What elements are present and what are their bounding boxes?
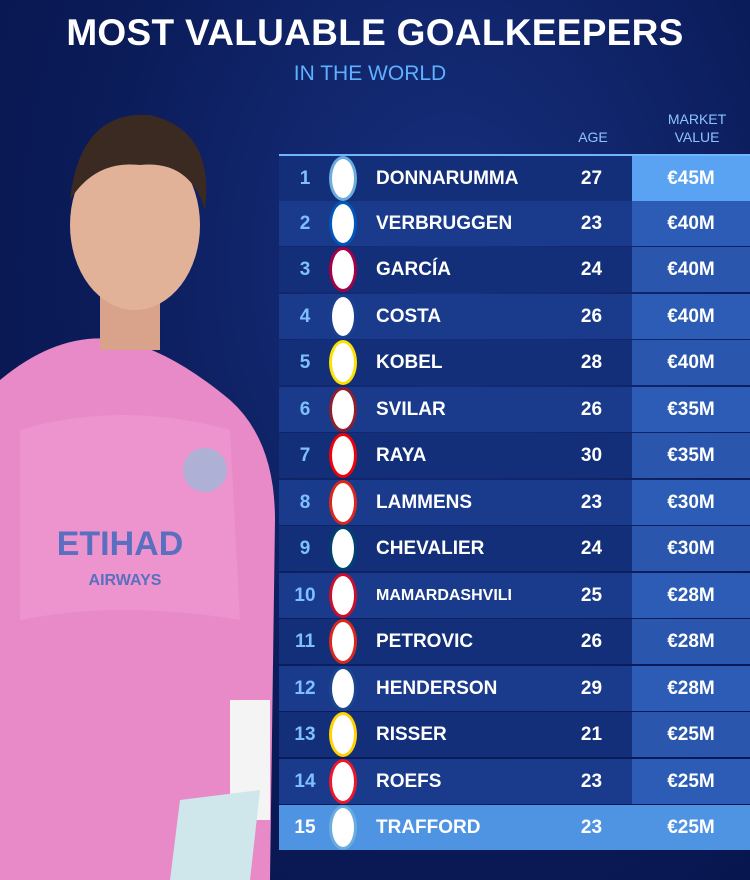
- age: 23: [580, 770, 603, 792]
- age: 26: [580, 305, 603, 327]
- table-row: 7 RAYA 30 €35M: [279, 433, 750, 478]
- table-row: 11 PETROVIC 26 €28M: [279, 619, 750, 664]
- market-value: €40M: [632, 340, 750, 385]
- rank: 10: [294, 584, 316, 606]
- column-header: MARKET VALUE: [667, 111, 727, 145]
- table-row: 13 RISSER 21 €25M: [279, 712, 750, 757]
- market-value: €40M: [632, 247, 750, 292]
- table-row: 3 GARCÍA 24 €40M: [279, 247, 750, 292]
- market-value: €40M: [632, 200, 750, 246]
- age: 21: [580, 724, 603, 745]
- market-value: €28M: [632, 572, 750, 618]
- age: 23: [580, 817, 603, 838]
- table-row: 8 LAMMENS 23 €30M: [279, 479, 750, 525]
- age: 23: [580, 212, 603, 234]
- club-logo: [329, 712, 357, 757]
- rank: 12: [294, 677, 316, 699]
- player-name: KOBEL: [376, 352, 443, 373]
- rank: 13: [294, 724, 316, 745]
- player-name: PETROVIC: [376, 631, 474, 652]
- age: 29: [580, 677, 603, 699]
- age: 26: [580, 631, 603, 652]
- age: 28: [580, 352, 603, 373]
- player-name: TRAFFORD: [376, 817, 481, 838]
- table-row: 4 COSTA 26 €40M: [279, 293, 750, 339]
- age: 26: [580, 398, 603, 420]
- market-value: €35M: [632, 433, 750, 478]
- table-row: 9 CHEVALIER 24 €30M: [279, 526, 750, 571]
- player-name: COSTA: [376, 305, 442, 327]
- club-logo: [329, 156, 357, 201]
- table-row: 15 TRAFFORD 23 €25M: [279, 805, 750, 850]
- market-value: €25M: [632, 712, 750, 757]
- age: 23: [580, 491, 603, 513]
- table-row: 2 VERBRUGGEN 23 €40M: [279, 200, 750, 246]
- market-value: €28M: [632, 619, 750, 664]
- player-name: LAMMENS: [376, 491, 473, 513]
- age: 24: [580, 259, 603, 280]
- age: 27: [580, 168, 603, 189]
- club-logo: [329, 805, 357, 850]
- player-name: MAMARDASHVILI: [376, 586, 512, 604]
- club-logo: [329, 526, 357, 571]
- rank: 15: [294, 817, 316, 838]
- club-logo: [329, 247, 357, 292]
- table-row: 6 SVILAR 26 €35M: [279, 386, 750, 432]
- market-value: €30M: [632, 526, 750, 571]
- rank: 1: [299, 168, 311, 189]
- rank: 2: [299, 212, 311, 234]
- club-logo: [329, 340, 357, 385]
- subtitle: IN THE WORLD: [293, 62, 447, 85]
- table-row: 10 MAMARDASHVILI 25 €28M: [279, 572, 750, 618]
- title: MOST VALUABLE GOALKEEPERS: [66, 12, 684, 53]
- market-value: €28M: [632, 665, 750, 711]
- market-value: €25M: [632, 758, 750, 804]
- market-value: €35M: [632, 386, 750, 432]
- club-logo: [329, 758, 357, 804]
- club-logo: [329, 433, 357, 478]
- rank: 11: [294, 631, 316, 652]
- market-value: €40M: [632, 293, 750, 339]
- rank: 3: [299, 259, 311, 280]
- club-logo: [329, 572, 357, 618]
- player-photo: ETIHAD AIRWAYS: [0, 114, 275, 880]
- club-logo: [329, 386, 357, 432]
- table-row: 12 HENDERSON 29 €28M: [279, 665, 750, 711]
- player-name: ROEFS: [376, 770, 442, 792]
- market-value: €45M: [632, 156, 750, 201]
- table-row: 5 KOBEL 28 €40M: [279, 340, 750, 385]
- club-logo: [329, 619, 357, 664]
- club-logo: [329, 479, 357, 525]
- club-logo: [329, 200, 357, 246]
- player-name: SVILAR: [376, 398, 446, 420]
- player-name: RAYA: [376, 445, 427, 466]
- rank: 4: [299, 305, 311, 327]
- player-name: VERBRUGGEN: [376, 212, 513, 234]
- rank: 5: [299, 352, 311, 373]
- player-name: GARCÍA: [376, 259, 451, 280]
- player-name: DONNARUMMA: [376, 168, 519, 189]
- rank: 9: [299, 538, 311, 559]
- player-name: CHEVALIER: [376, 538, 485, 559]
- player-name: RISSER: [376, 724, 447, 745]
- age: 30: [580, 445, 603, 466]
- rank: 8: [299, 491, 311, 513]
- rank: 6: [299, 398, 311, 420]
- market-value: €30M: [632, 479, 750, 525]
- player-name: HENDERSON: [376, 677, 498, 699]
- svg-text:AIRWAYS: AIRWAYS: [89, 572, 162, 589]
- column-header: AGE: [578, 129, 608, 145]
- table-row: 1 DONNARUMMA 27 €45M: [279, 154, 750, 201]
- club-logo: [329, 293, 357, 339]
- club-logo: [329, 665, 357, 711]
- age: 25: [580, 584, 603, 606]
- table-row: 14 ROEFS 23 €25M: [279, 758, 750, 804]
- svg-text:ETIHAD: ETIHAD: [57, 525, 184, 563]
- market-value: €25M: [632, 805, 750, 850]
- age: 24: [580, 538, 603, 559]
- rank: 7: [299, 445, 311, 466]
- rank: 14: [294, 770, 316, 792]
